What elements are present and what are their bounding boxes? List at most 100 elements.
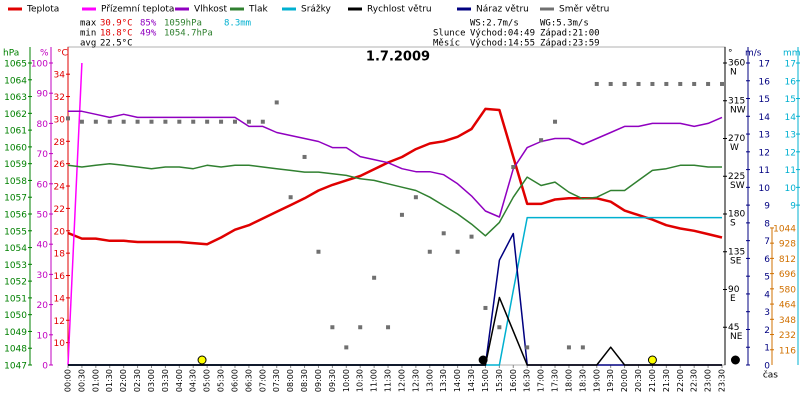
x-tick-label: 07:30	[272, 369, 281, 392]
astro-marker	[478, 355, 488, 365]
direction-point	[191, 119, 196, 124]
y-tick-name: SE	[730, 256, 742, 266]
y-tick-name: NW	[730, 105, 746, 115]
direction-point	[149, 119, 154, 124]
y-tick-label: 14	[785, 113, 797, 123]
legend-label: Vlhkost	[194, 5, 227, 15]
stat-label: max	[80, 19, 97, 29]
direction-point	[678, 81, 683, 86]
x-tick-label: 03:30	[161, 369, 170, 392]
direction-point	[316, 249, 321, 254]
stats: max 30.9°C 85% 1059hPa 8.3mm min 18.8°C …	[80, 19, 600, 49]
direction-point	[79, 119, 84, 124]
y-tick-label: 7	[764, 237, 770, 247]
y-tick-label: 9	[790, 202, 796, 212]
y-tick-label: 1048	[4, 345, 27, 355]
x-tick-label: 15:30	[495, 369, 504, 392]
x-tick-label: 19:30	[606, 369, 615, 392]
direction-point	[539, 138, 544, 143]
direction-point	[441, 231, 446, 236]
y-tick-label: 1064	[4, 76, 27, 86]
y-tick-label: 70	[37, 150, 49, 160]
y-tick-label: 1044	[773, 224, 796, 234]
x-tick-label: 21:00	[648, 369, 657, 392]
legend-label: Náraz větru	[476, 5, 529, 15]
y-tick-label: 10	[37, 331, 49, 341]
direction-point	[205, 119, 210, 124]
y-tick-label: 1055	[4, 227, 27, 237]
y-tick-label: 50	[37, 211, 49, 221]
direction-point	[553, 119, 558, 124]
legend-label: Srážky	[301, 5, 332, 15]
x-tick-label: 06:30	[244, 369, 253, 392]
axis-unit: %	[40, 49, 49, 59]
direction-point	[232, 119, 237, 124]
x-tick-label: 09:30	[328, 369, 337, 392]
x-tick-label: 04:00	[175, 369, 184, 392]
y-tick-label: 8	[764, 219, 770, 229]
x-tick-label: 03:00	[147, 369, 156, 392]
y-tick-label: 17	[759, 60, 770, 70]
x-tick-label: 04:30	[189, 369, 198, 392]
y-tick-label: 14	[759, 113, 771, 123]
moon-set: Západ:23:59	[540, 39, 600, 49]
y-tick-label: 1058	[4, 177, 27, 187]
stat-value: 18.8°C	[100, 29, 133, 39]
sun-set: Západ:21:00	[540, 29, 600, 39]
y-tick-label: 40	[37, 241, 49, 251]
x-tick-label: 05:30	[217, 369, 226, 392]
y-tick-label: 28	[54, 138, 66, 148]
stat-value: 8.3mm	[224, 19, 251, 29]
x-tick-label: 00:00	[64, 369, 73, 392]
stat-value: 1059hPa	[164, 19, 202, 29]
direction-point	[594, 81, 599, 86]
direction-point	[399, 212, 404, 217]
wind-stat: WG:5.3m/s	[540, 19, 589, 29]
y-tick-label: 11	[785, 166, 796, 176]
sun-rise: Východ:04:49	[470, 29, 535, 39]
direction-point	[330, 325, 335, 330]
y-tick-label: 90	[37, 90, 49, 100]
y-tick-label: 696	[779, 270, 796, 280]
x-tick-label: 15:00	[481, 369, 490, 392]
direction-point	[260, 119, 265, 124]
x-tick-label: 05:00	[203, 369, 212, 392]
y-tick-label: 10	[785, 184, 797, 194]
x-tick-label: 19:00	[592, 369, 601, 392]
x-tick-label: 21:30	[662, 369, 671, 392]
direction-point	[358, 325, 363, 330]
legend-label: Směr větru	[559, 5, 609, 15]
direction-point	[107, 119, 112, 124]
direction-point	[219, 119, 224, 124]
y-tick-label: 464	[779, 301, 796, 311]
moon-label: Měsíc	[433, 39, 460, 49]
stat-value: 85%	[140, 19, 157, 29]
stat-value: 49%	[140, 29, 157, 39]
x-tick-label: 22:00	[676, 369, 685, 392]
x-tick-label: 08:30	[300, 369, 309, 392]
y-tick-label: 10	[759, 184, 771, 194]
x-tick-label: 09:00	[314, 369, 323, 392]
y-tick-label: 135	[728, 247, 745, 257]
y-tick-label: 1062	[4, 110, 27, 120]
y-tick-name: NE	[730, 332, 743, 342]
stat-value: 22.5°C	[100, 39, 133, 49]
stat-label: avg	[80, 39, 96, 49]
x-tick-label: 00:30	[77, 369, 86, 392]
y-tick-label: 232	[779, 331, 796, 341]
x-tick-label: 14:00	[453, 369, 462, 392]
y-tick-label: 20	[37, 301, 49, 311]
y-tick-label: 1061	[4, 127, 27, 137]
x-tick-label: 23:00	[704, 369, 713, 392]
x-tick-label: 20:00	[620, 369, 629, 392]
y-tick-label: 1056	[4, 211, 27, 221]
y-tick-name: SW	[730, 181, 745, 191]
series-line	[67, 162, 722, 237]
direction-point	[455, 249, 460, 254]
y-tick-label: 1050	[4, 311, 27, 321]
y-tick-label: 20	[54, 227, 66, 237]
x-tick-label: 07:00	[258, 369, 267, 392]
direction-point	[302, 154, 307, 159]
